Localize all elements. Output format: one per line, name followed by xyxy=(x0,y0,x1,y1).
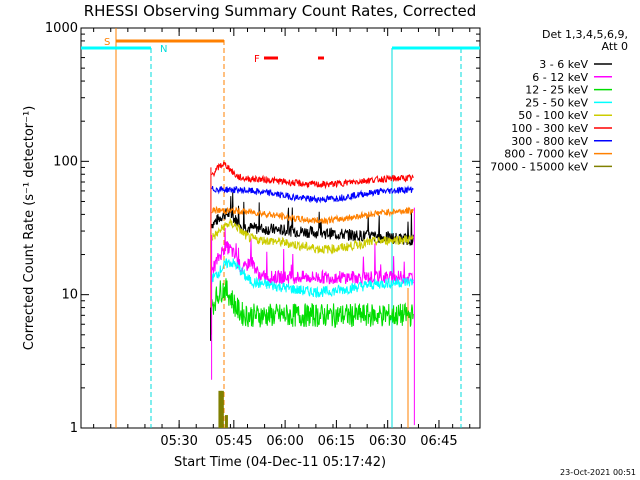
series-line xyxy=(211,258,414,299)
legend-header: Att 0 xyxy=(602,40,628,53)
x-tick-label: 06:30 xyxy=(369,434,406,449)
plot-frame xyxy=(80,27,481,429)
x-tick-label: 05:30 xyxy=(160,434,197,449)
x-axis-label: Start Time (04-Dec-11 05:17:42) xyxy=(174,455,386,470)
x-tick-label: 06:45 xyxy=(420,434,457,449)
y-axis-label: Corrected Count Rate (s⁻¹ detector⁻¹) xyxy=(22,106,37,351)
series-bar xyxy=(218,390,222,428)
legend-header: Det 1,3,4,5,6,9, xyxy=(542,28,628,41)
series-line xyxy=(211,278,414,329)
legend-label: 25 - 50 keV xyxy=(525,96,588,109)
annotation-label: F xyxy=(254,54,260,65)
legend-label: 800 - 7000 keV xyxy=(504,148,588,161)
series-line xyxy=(211,161,414,190)
x-tick-label: 05:45 xyxy=(215,434,252,449)
y-tick-label: 10 xyxy=(61,288,78,303)
series-bar xyxy=(220,390,224,428)
footer-timestamp: 23-Oct-2021 00:51 xyxy=(560,468,636,477)
series-line xyxy=(211,192,414,247)
plot-area: 1 10 100 1000 05:30 05:45 06:00 06:15 06:30 06:45… xyxy=(45,21,481,449)
legend-label: 100 - 300 keV xyxy=(511,122,588,135)
legend-label: 7000 - 15000 keV xyxy=(490,160,588,173)
annotation-label: N xyxy=(160,44,167,55)
series-bar xyxy=(224,415,228,428)
legend-label: 6 - 12 keV xyxy=(532,71,588,84)
series-line xyxy=(211,205,414,225)
y-tick-label: 1000 xyxy=(45,21,78,36)
series-line xyxy=(211,227,414,286)
legend-label: 12 - 25 keV xyxy=(525,84,588,97)
y-tick-label: 100 xyxy=(53,154,78,169)
legend-label: 300 - 800 keV xyxy=(511,135,588,148)
chart-title: RHESSI Observing Summary Count Rates, Co… xyxy=(84,2,477,20)
annotation-label: S xyxy=(104,37,110,48)
x-tick-label: 06:15 xyxy=(318,434,355,449)
y-tick-label: 1 xyxy=(70,421,78,436)
legend-label: 50 - 100 keV xyxy=(518,109,588,122)
legend-label: 3 - 6 keV xyxy=(539,58,588,71)
x-tick-label: 06:00 xyxy=(266,434,303,449)
series-line xyxy=(211,217,414,255)
series-line xyxy=(211,185,414,204)
